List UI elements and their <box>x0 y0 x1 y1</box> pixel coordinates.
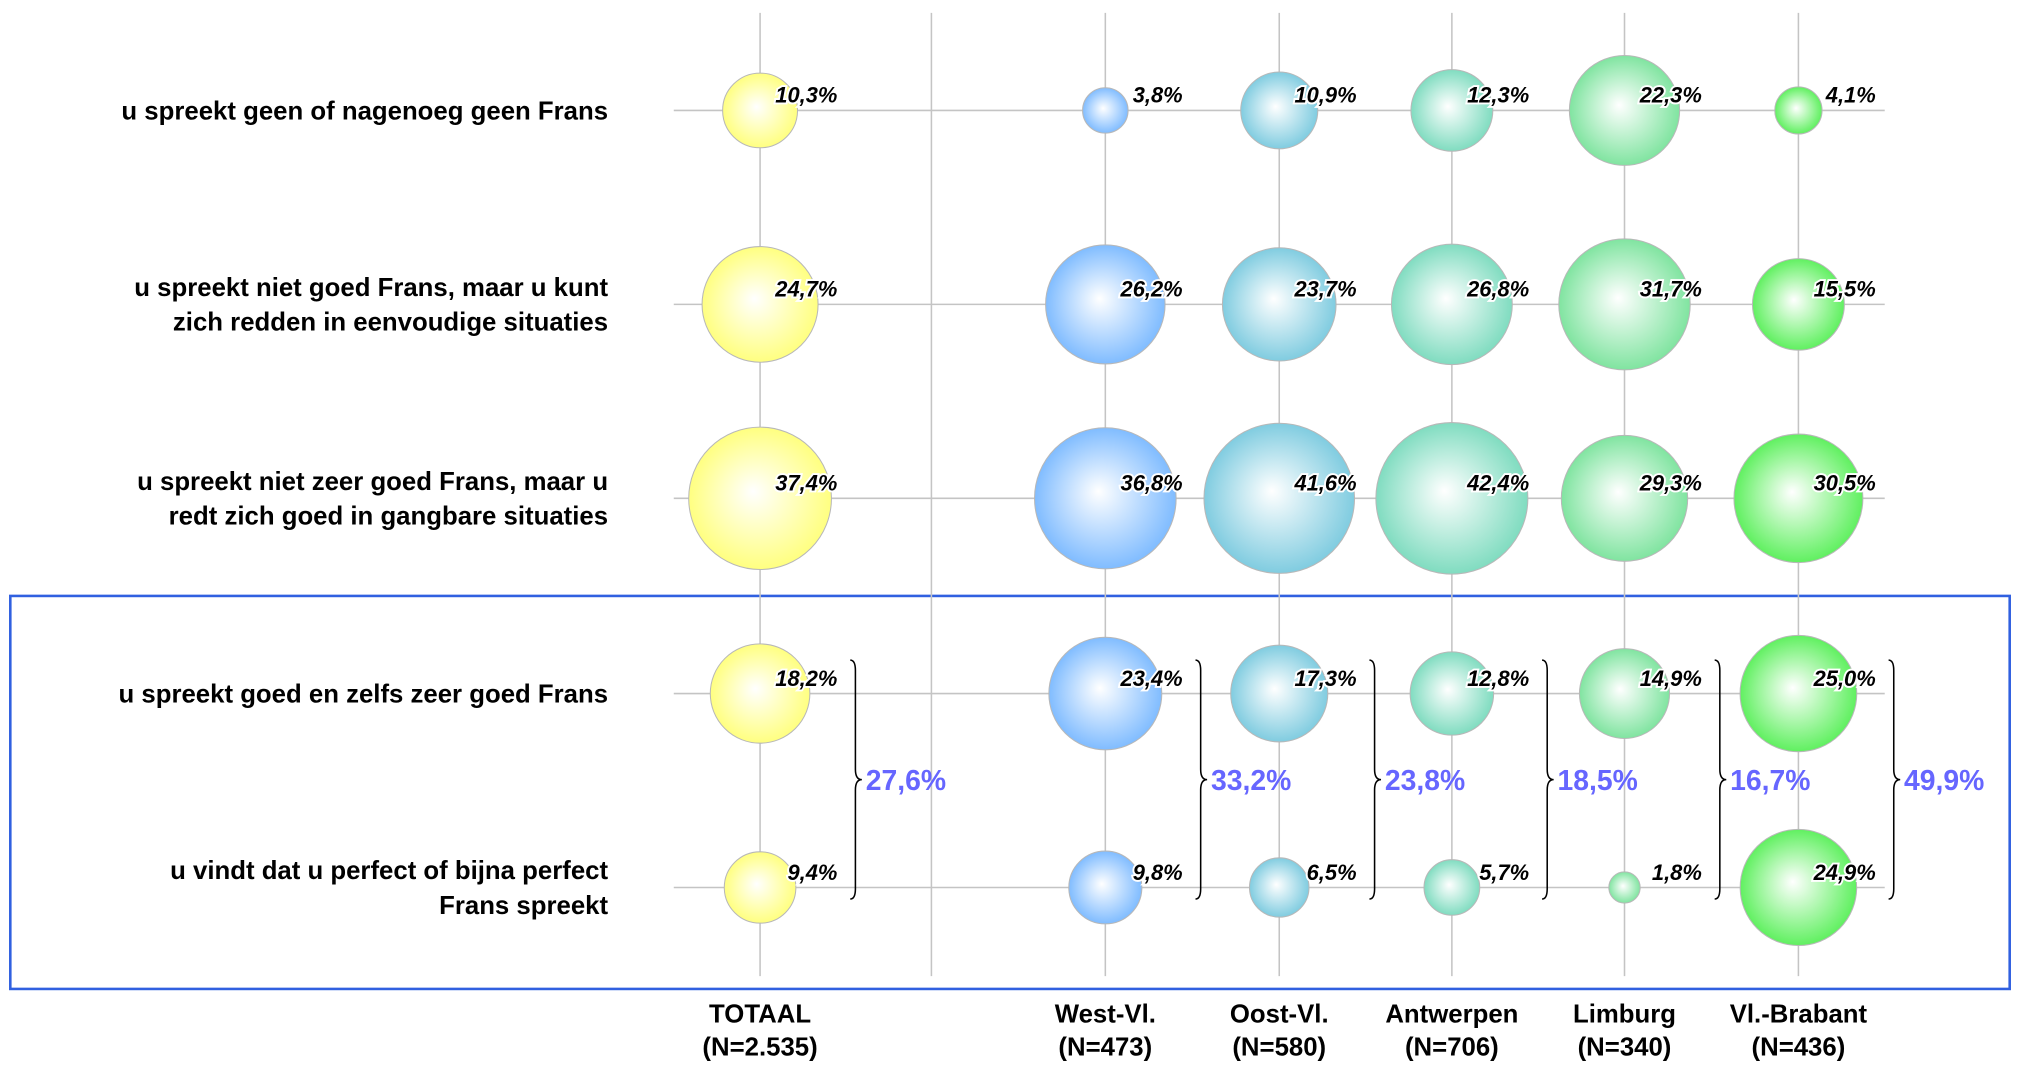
column-sample: (N=473) <box>1058 1034 1152 1062</box>
value-label: 14,9% <box>1640 666 1702 691</box>
bubble <box>1774 86 1823 135</box>
value-label: 24,9% <box>1813 860 1876 885</box>
column-label: Antwerpen <box>1385 1000 1518 1028</box>
bubble <box>1248 857 1310 918</box>
value-label: 31,7% <box>1640 277 1702 302</box>
value-label: 5,7% <box>1479 860 1529 885</box>
bubble <box>1045 244 1166 365</box>
bubble <box>1221 247 1337 362</box>
value-label: 42,4% <box>1466 471 1529 496</box>
bubble <box>1751 258 1845 351</box>
value-label: 41,6% <box>1293 471 1356 496</box>
value-label: 24,7% <box>774 277 837 302</box>
value-label: 17,3% <box>1294 666 1356 691</box>
bubble <box>1390 243 1513 366</box>
row-label: u spreekt niet zeer goed Frans, maar u <box>137 468 608 496</box>
bubble <box>722 72 799 149</box>
row-label: zich redden in eenvoudige situaties <box>173 309 608 337</box>
bubble <box>1739 828 1858 947</box>
bubble <box>1568 54 1681 166</box>
bubble <box>1230 644 1329 743</box>
bubble <box>1739 634 1858 753</box>
value-label: 22,3% <box>1639 83 1702 108</box>
value-label: 23,7% <box>1293 277 1356 302</box>
highlight-box <box>9 594 2011 991</box>
bracket <box>1714 659 1727 900</box>
bubble <box>1578 648 1671 739</box>
value-label: 36,8% <box>1121 471 1183 496</box>
value-label: 26,8% <box>1466 277 1529 302</box>
row-label: u spreekt geen of nagenoeg geen Frans <box>121 97 608 125</box>
combined-label: 49,9% <box>1904 764 1984 796</box>
value-label: 29,3% <box>1639 471 1702 496</box>
value-label: 10,3% <box>775 83 837 108</box>
bubble <box>701 246 819 363</box>
combined-label: 27,6% <box>866 764 946 796</box>
row-label: u vindt dat u perfect of bijna perfect <box>170 857 608 885</box>
combined-label: 18,5% <box>1558 764 1638 796</box>
column-label: Vl.-Brabant <box>1730 1000 1868 1028</box>
bubble <box>723 851 797 924</box>
value-label: 12,8% <box>1467 666 1529 691</box>
bubble <box>1608 871 1641 904</box>
value-label: 15,5% <box>1814 277 1876 302</box>
column-sample: (N=706) <box>1405 1034 1499 1062</box>
column-sample: (N=340) <box>1578 1034 1672 1062</box>
column-sample: (N=2.535) <box>702 1034 817 1062</box>
value-label: 9,8% <box>1133 860 1183 885</box>
combined-label: 23,8% <box>1385 764 1465 796</box>
bubble <box>1423 859 1481 916</box>
bubble <box>1409 651 1495 736</box>
combined-label: 16,7% <box>1730 764 1810 796</box>
bubble <box>709 643 811 744</box>
row-label: u spreekt niet goed Frans, maar u kunt <box>134 274 608 302</box>
bracket <box>850 659 862 900</box>
bubble <box>1068 850 1143 925</box>
bubble <box>1082 87 1129 134</box>
row-label: u spreekt goed en zelfs zeer goed Frans <box>119 681 609 709</box>
value-label: 30,5% <box>1814 471 1876 496</box>
bubble <box>1240 71 1319 150</box>
bubble <box>1203 422 1356 574</box>
bubble <box>1034 427 1177 570</box>
bubble <box>688 426 832 570</box>
bubble <box>1733 433 1864 564</box>
bracket <box>1541 659 1554 900</box>
value-label: 18,2% <box>775 666 837 691</box>
value-label: 12,3% <box>1467 83 1529 108</box>
column-sample: (N=580) <box>1232 1034 1326 1062</box>
bracket <box>1369 659 1382 900</box>
bubble <box>1560 434 1689 562</box>
bubble <box>1375 422 1529 575</box>
combined-label: 33,2% <box>1211 764 1291 796</box>
value-label: 10,9% <box>1294 83 1356 108</box>
bracket <box>1195 659 1208 900</box>
value-label: 6,5% <box>1307 860 1357 885</box>
bubble <box>1410 69 1494 152</box>
column-label: Oost-Vl. <box>1230 1000 1329 1028</box>
column-sample: (N=436) <box>1752 1034 1846 1062</box>
bubble <box>1048 636 1163 751</box>
column-label: West-Vl. <box>1055 1000 1156 1028</box>
value-label: 37,4% <box>775 471 837 496</box>
column-label: Limburg <box>1573 1000 1676 1028</box>
value-label: 3,8% <box>1133 83 1183 108</box>
value-label: 1,8% <box>1652 860 1702 885</box>
row-label: redt zich goed in gangbare situaties <box>169 503 608 531</box>
row-label: Frans spreekt <box>439 892 608 920</box>
value-label: 23,4% <box>1120 666 1183 691</box>
bubble <box>1558 238 1691 371</box>
value-label: 26,2% <box>1120 277 1183 302</box>
bracket <box>1888 659 1901 900</box>
column-label: TOTAAL <box>709 1000 811 1028</box>
value-label: 4,1% <box>1825 83 1876 108</box>
value-label: 25,0% <box>1813 666 1876 691</box>
value-label: 9,4% <box>787 860 837 885</box>
